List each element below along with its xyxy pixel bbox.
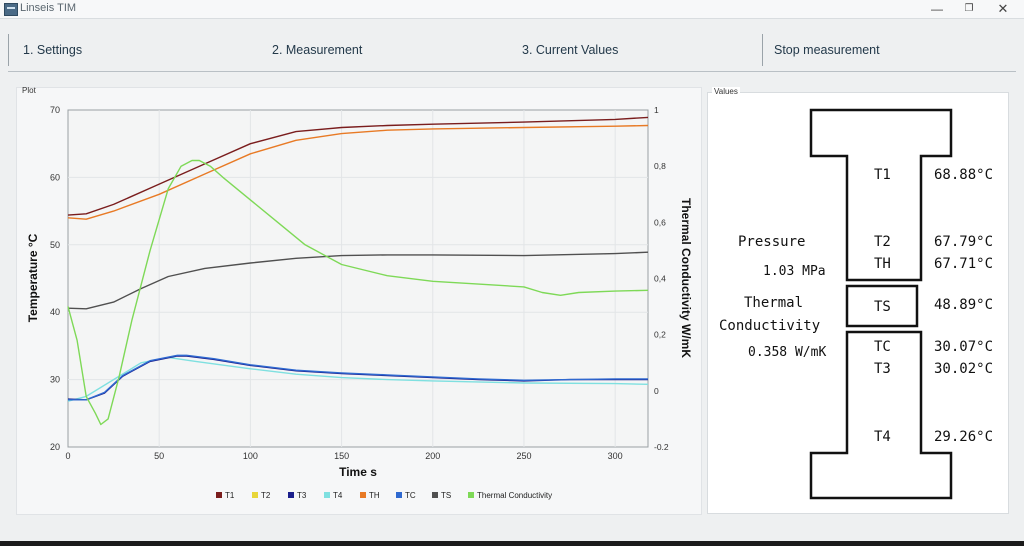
minimize-button[interactable]: —	[931, 2, 943, 16]
legend-swatch	[252, 492, 258, 498]
close-button[interactable]: ✕	[997, 1, 1009, 16]
plot-panel-label: Plot	[22, 86, 36, 95]
pressure-label: Pressure	[738, 234, 806, 250]
y-tick-label: 60	[50, 172, 60, 182]
y2-tick-label: 0,8	[654, 161, 666, 171]
legend-swatch	[432, 492, 438, 498]
settings-tab[interactable]: 1. Settings	[23, 43, 83, 57]
x-tick-label: 150	[334, 451, 349, 461]
sensor-tc-name: TC	[874, 339, 891, 355]
sensor-t4-name: T4	[874, 429, 891, 445]
chart-series	[67, 116, 649, 426]
sensor-th-name: TH	[874, 256, 891, 272]
sensor-ts-name: TS	[874, 299, 891, 315]
thermal-label-line2: Conductivity	[719, 318, 821, 334]
pressure-value: 1.03 MPa	[763, 264, 826, 279]
x-tick-label: 250	[516, 451, 531, 461]
stop-measurement-button[interactable]: Stop measurement	[774, 43, 880, 57]
x-tick-label: 50	[154, 451, 164, 461]
title-bar: Linseis TIM — ❐ ✕	[0, 0, 1024, 19]
sensor-tc-value: 30.07°C	[934, 339, 994, 355]
x-tick-label: 300	[608, 451, 623, 461]
x-tick-label: 200	[425, 451, 440, 461]
legend-label: T3	[297, 491, 307, 500]
legend-swatch	[468, 492, 474, 498]
lower-block-outline	[809, 330, 953, 500]
sensor-ts-value: 48.89°C	[934, 297, 994, 313]
sensor-t3-name: T3	[874, 361, 891, 377]
app-icon	[4, 3, 18, 16]
series-line-t4	[67, 356, 649, 402]
ts-sample-outline	[845, 284, 919, 328]
series-line-thermal-conductivity	[67, 159, 649, 426]
nav-divider	[8, 34, 9, 66]
temperature-chart: 20 30 40 50 60 70 0 50 100 150 200 250 300 -0.2 0 0,2 0,…	[26, 105, 693, 500]
x-axis-title: Time s	[339, 465, 377, 479]
y-tick-label: 70	[50, 105, 60, 115]
y2-tick-label: 0,4	[654, 274, 666, 284]
sample-stack-diagram	[809, 108, 953, 500]
legend-swatch	[324, 492, 330, 498]
legend-swatch	[360, 492, 366, 498]
sensor-t2-name: T2	[874, 234, 891, 250]
nav-divider	[762, 34, 763, 66]
sensor-t1-name: T1	[874, 167, 891, 183]
values-panel-label: Values	[712, 87, 740, 96]
y-tick-label: 50	[50, 240, 60, 250]
bottom-edge	[0, 541, 1024, 546]
x-tick-label: 100	[243, 451, 258, 461]
legend-label: TS	[441, 491, 451, 500]
series-line-t1	[67, 116, 649, 216]
legend-swatch	[396, 492, 402, 498]
current-values-tab[interactable]: 3. Current Values	[522, 43, 619, 57]
chart-axes: 20 30 40 50 60 70 0 50 100 150 200 250 300 -0.2 0 0,2 0,…	[50, 105, 669, 461]
y-axis-title: Temperature °C	[26, 233, 40, 322]
thermal-conductivity-value: 0.358 W/mK	[748, 345, 827, 360]
window-title: Linseis TIM	[20, 2, 77, 14]
y2-tick-label: 0,2	[654, 330, 666, 340]
measurement-tab[interactable]: 2. Measurement	[272, 43, 363, 57]
series-line-tc	[68, 354, 648, 401]
chart-legend: T1 T2 T3 T4 TH TC TS Thermal Conductivity	[216, 491, 552, 500]
y-tick-label: 40	[50, 307, 60, 317]
legend-swatch	[288, 492, 294, 498]
y2-tick-label: 0	[654, 386, 659, 396]
main-nav: 1. Settings 2. Measurement 3. Current Va…	[8, 30, 1016, 72]
legend-label: Thermal Conductivity	[477, 491, 552, 500]
y2-tick-label: -0.2	[654, 442, 669, 452]
legend-label: TC	[405, 491, 416, 500]
sensor-t1-value: 68.88°C	[934, 167, 994, 183]
upper-block-outline	[809, 108, 953, 282]
series-line-ts	[67, 251, 649, 310]
y2-tick-label: 0,6	[654, 217, 666, 227]
values-panel: Pressure 1.03 MPa Thermal Conductivity 0…	[707, 92, 1009, 514]
series-line-th	[67, 124, 649, 220]
legend-label: TH	[369, 491, 380, 500]
thermal-label-line1: Thermal	[744, 295, 804, 311]
y-tick-label: 30	[50, 375, 60, 385]
x-tick-label: 0	[65, 451, 70, 461]
legend-label: T4	[333, 491, 343, 500]
legend-swatch	[216, 492, 222, 498]
y2-axis-title: Thermal Conductivity W/mK	[679, 198, 693, 358]
sensor-t2-value: 67.79°C	[934, 234, 994, 250]
legend-label: T2	[261, 491, 271, 500]
sensor-th-value: 67.71°C	[934, 256, 994, 272]
y-tick-label: 20	[50, 442, 60, 452]
y2-tick-label: 1	[654, 105, 659, 115]
maximize-button[interactable]: ❐	[964, 3, 974, 14]
sensor-t3-value: 30.02°C	[934, 361, 994, 377]
plot-area	[67, 109, 649, 448]
legend-label: T1	[225, 491, 235, 500]
sensor-t4-value: 29.26°C	[934, 429, 994, 445]
